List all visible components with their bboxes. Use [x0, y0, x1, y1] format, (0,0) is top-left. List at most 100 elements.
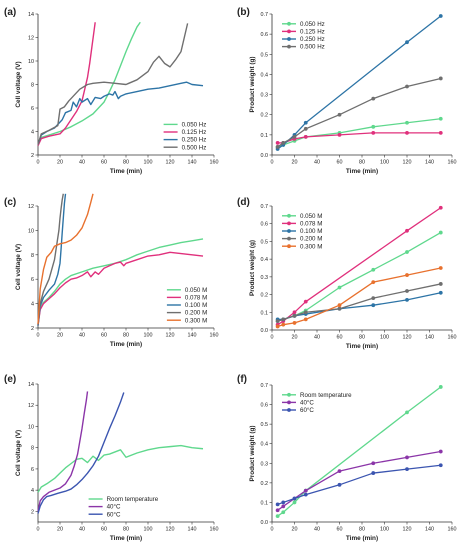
panel-label: (d): [237, 197, 250, 208]
x-axis-label: Time (min): [110, 341, 142, 348]
data-point: [337, 482, 342, 487]
x-tick-label: 40: [314, 335, 320, 341]
data-point: [337, 303, 342, 308]
x-tick-label: 120: [403, 335, 412, 341]
data-point: [281, 141, 286, 145]
panel-label: (e): [4, 374, 16, 385]
y-tick-label: 0.6: [261, 222, 269, 228]
y-tick-label: 14: [28, 382, 34, 388]
y-tick-label: 0.4: [261, 72, 269, 78]
y-tick-label: 6: [31, 106, 34, 112]
x-tick-label: 140: [188, 333, 197, 339]
y-tick-label: 10: [28, 424, 34, 430]
data-point: [405, 455, 409, 460]
x-tick-label: 80: [359, 335, 365, 341]
data-point: [405, 410, 409, 415]
data-point: [371, 303, 376, 308]
y-tick-label: 2: [31, 153, 34, 159]
x-tick-label: 100: [144, 333, 153, 339]
y-tick-label: 10: [28, 59, 34, 65]
y-tick-label: 2: [31, 509, 34, 515]
data-point: [405, 467, 409, 472]
data-point: [371, 296, 376, 301]
legend: 0.050 Hz0.125 Hz0.250 Hz0.500 Hz: [163, 122, 207, 151]
x-tick-label: 100: [380, 160, 389, 166]
x-tick-label: 40: [79, 527, 85, 533]
x-tick-label: 0: [271, 527, 274, 533]
legend-marker: [287, 244, 291, 249]
legend-entry: 0.050 Hz: [182, 122, 207, 129]
legend-marker: [287, 37, 291, 41]
y-tick-label: 8: [31, 446, 34, 452]
data-point: [438, 282, 443, 286]
legend-entry: 0.050 Hz: [300, 21, 325, 28]
y-tick-label: 0.1: [261, 500, 269, 506]
data-point: [405, 250, 409, 254]
x-tick-label: 20: [292, 335, 298, 341]
y-axis-label: Cell voltage (V): [15, 61, 22, 107]
legend-marker: [287, 392, 291, 397]
y-tick-label: 0.2: [261, 293, 269, 299]
data-point: [303, 317, 308, 322]
legend-entry: 60°C: [300, 407, 314, 414]
series-line-0: [37, 238, 204, 326]
legend-marker: [287, 213, 291, 218]
series-line-2: [37, 193, 67, 326]
x-tick-label: 160: [210, 333, 219, 339]
data-point: [371, 96, 376, 101]
data-point: [371, 471, 376, 475]
series-line-1: [277, 132, 441, 144]
x-tick-label: 40: [314, 160, 320, 166]
x-tick-label: 120: [166, 527, 175, 533]
y-tick-label: 0.5: [261, 239, 269, 245]
data-point: [292, 313, 297, 318]
x-axis-label: Time (min): [110, 168, 142, 175]
y-tick-label: 8: [31, 253, 34, 259]
data-point: [405, 228, 409, 233]
legend-marker: [287, 44, 291, 49]
data-point: [405, 84, 409, 89]
y-tick-label: 6: [31, 277, 34, 283]
x-tick-label: 160: [448, 160, 457, 166]
axis-frame: [271, 206, 452, 331]
y-tick-label: 0.3: [261, 461, 269, 467]
series-line-0: [37, 21, 141, 146]
legend-entry: 0.250 Hz: [300, 36, 325, 43]
legend-entry: 0.100 M: [300, 228, 322, 235]
data-point: [292, 500, 297, 505]
series-line-4: [37, 193, 94, 325]
panel-label: (a): [4, 7, 16, 18]
x-tick-label: 160: [448, 527, 457, 533]
series-line-1: [37, 251, 204, 326]
chart-panel-a: (a) 0 20 40 60 80 100 120 140 160 2 4 6 8 10 12 14 Time (…: [4, 7, 219, 175]
x-tick-label: 20: [57, 333, 63, 339]
data-point: [438, 205, 443, 210]
data-point: [337, 469, 342, 474]
data-point: [281, 510, 286, 515]
legend-entry: 0.200 M: [300, 236, 322, 243]
data-point: [292, 310, 297, 315]
x-tick-label: 40: [79, 160, 85, 166]
x-tick-label: 160: [210, 160, 219, 166]
legend-entry: 0.500 Hz: [182, 144, 207, 151]
x-tick-label: 80: [359, 527, 365, 533]
y-tick-label: 0.6: [261, 403, 269, 409]
legend-marker: [287, 221, 291, 226]
chart-panel-d: (d) 0 20 40 60 80 100 120 140 160 0.0 0.1 0.2 0.3 0.4 0…: [237, 197, 457, 350]
data-point: [275, 508, 280, 513]
data-point: [438, 76, 443, 81]
x-tick-label: 60: [101, 527, 107, 533]
x-tick-label: 60: [337, 335, 343, 341]
y-tick-label: 0.1: [261, 133, 269, 139]
series-line-0: [277, 118, 441, 148]
data-point: [303, 310, 308, 315]
x-tick-label: 140: [188, 160, 197, 166]
legend-entry: 0.300 M: [300, 243, 322, 250]
legend-entry: 40°C: [300, 400, 314, 407]
x-tick-label: 40: [314, 527, 320, 533]
data-point: [292, 496, 297, 501]
x-axis-label: Time (min): [110, 535, 142, 542]
y-tick-label: 0.1: [261, 310, 269, 316]
y-tick-label: 0.6: [261, 32, 269, 38]
